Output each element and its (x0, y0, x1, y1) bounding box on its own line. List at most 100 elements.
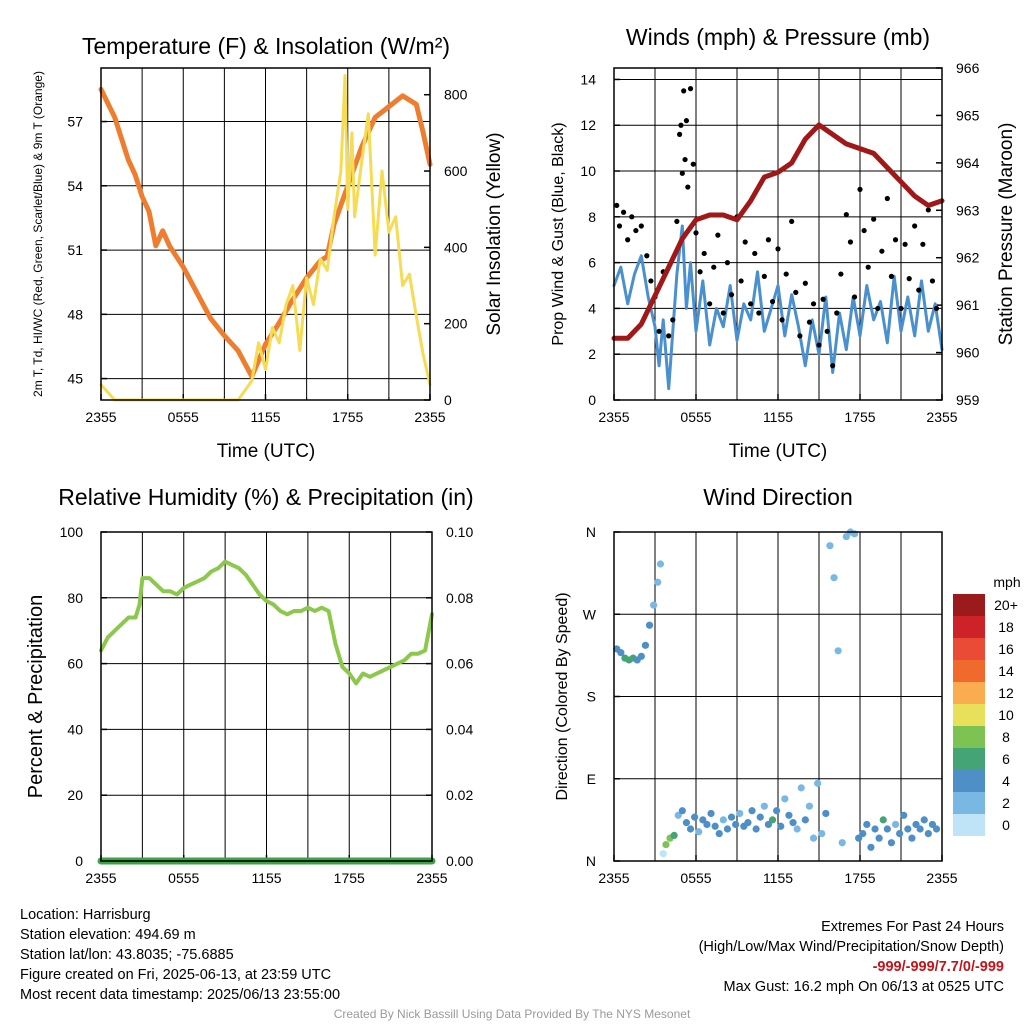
y-tick-label: 54 (67, 178, 83, 194)
chart-title: Winds (mph) & Pressure (mb) (626, 24, 930, 50)
y-axis-label: Prop Wind & Gust (Blue, Black) (550, 122, 567, 345)
y-axis-label: Direction (Colored By Speed) (554, 592, 571, 800)
y-tick-label: 0 (588, 392, 596, 408)
y-tick-label: 0 (75, 853, 83, 869)
gust-point (920, 241, 926, 247)
direction-point (756, 813, 764, 821)
gust-point (838, 271, 844, 277)
y-tick-label: N (586, 524, 596, 540)
direction-point (727, 813, 736, 821)
gust-point (875, 305, 881, 312)
direction-point (748, 807, 756, 815)
gust-point (683, 118, 690, 124)
x-tick-label: 2355 (414, 409, 445, 425)
direction-point (830, 574, 838, 582)
direction-point (789, 819, 797, 827)
9m-t-orange-line (98, 86, 433, 379)
direction-point (641, 641, 650, 649)
gust-point (616, 223, 623, 229)
y-right-tick-label: 960 (956, 345, 980, 361)
y-right-axis-label: Station Pressure (Maroon) (996, 123, 1017, 346)
x-tick-label: 2355 (598, 409, 629, 425)
y-axis-label: 2m T, Td, HI/WC (Red, Green, Scarlet/Blu… (31, 71, 45, 397)
gust-point (678, 122, 684, 128)
y-tick-label: 6 (588, 255, 596, 271)
y-right-tick-label: 800 (444, 87, 468, 103)
legend-swatch (953, 660, 985, 682)
gust-point (820, 296, 826, 302)
extremes-description: (High/Low/Max Wind/Precipitation/Snow De… (698, 939, 1004, 955)
y-tick-label: 2 (588, 346, 596, 362)
y-right-axis-label: Solar Insolation (Yellow) (484, 132, 505, 335)
y-tick-label: 60 (67, 656, 83, 672)
direction-point (678, 807, 686, 815)
x-tick-label: 2355 (926, 870, 957, 886)
gust-point (933, 305, 940, 312)
x-tick-label: 2355 (85, 409, 116, 425)
direction-point (715, 829, 723, 838)
direction-point (875, 834, 883, 842)
y-tick-label: 40 (67, 721, 83, 737)
direction-point (723, 825, 732, 833)
direction-point (887, 839, 896, 847)
direction-point (686, 825, 695, 833)
grid-lines (614, 532, 942, 861)
legend-label: 20+ (994, 597, 1018, 613)
direction-point (896, 829, 904, 838)
legend-label: 2 (1002, 795, 1010, 811)
gust-point (879, 248, 885, 254)
plot-frame (100, 67, 431, 401)
gust-point (644, 253, 650, 259)
direction-point (867, 843, 875, 851)
gust-point (707, 301, 713, 307)
y-right-tick-label: 0.10 (446, 524, 473, 540)
direction-point (900, 811, 908, 819)
location-text: Location: Harrisburg (20, 907, 151, 923)
legend-label: 8 (1002, 729, 1010, 745)
direction-point (711, 822, 719, 830)
x-tick-label: 1155 (251, 870, 281, 886)
credit-text: Created By Nick Bassill Using Data Provi… (333, 1007, 691, 1021)
gust-point (633, 227, 639, 234)
gust-point (802, 280, 808, 286)
gust-point (793, 289, 799, 295)
gust-point (701, 250, 707, 257)
gust-point (929, 278, 936, 284)
direction-point (719, 816, 727, 824)
y-right-tick-label: 0 (444, 392, 452, 408)
direction-point (777, 822, 785, 830)
x-tick-label: 0555 (680, 409, 711, 425)
panel-2: Winds (mph) & Pressure (mb) 2355 0555 1155 1… (550, 24, 1017, 462)
y-right-tick-label: 964 (956, 155, 980, 171)
direction-point (871, 825, 879, 833)
gust-point (629, 214, 635, 220)
direction-point (834, 647, 842, 655)
gust-point (857, 186, 863, 192)
direction-point (773, 807, 781, 815)
legend-swatch (953, 616, 985, 638)
gust-point (912, 223, 918, 229)
gust-point (765, 237, 772, 243)
extremes-info: Extremes For Past 24 Hours (High/Low/Max… (699, 917, 1004, 997)
legend-label: 12 (998, 685, 1014, 701)
direction-point (814, 779, 822, 787)
prop-wind-blue-line (612, 224, 944, 391)
gust-point (724, 260, 731, 266)
gust-point (738, 278, 744, 284)
direction-point (883, 825, 891, 833)
direction-point (908, 834, 916, 842)
legend-swatch (953, 726, 985, 748)
x-axis-label: Time (UTC) (217, 441, 316, 462)
gust-point (824, 328, 830, 334)
chart-title: Relative Humidity (%) & Precipitation (i… (58, 484, 473, 510)
legend-swatch (953, 748, 985, 770)
y-right-tick-label: 966 (956, 60, 980, 76)
x-tick-label: 2355 (416, 870, 447, 886)
station-pressure-maroon-line (611, 122, 945, 341)
gust-point (614, 202, 620, 208)
x-axis-label: Time (UTC) (729, 441, 828, 462)
gust-point (775, 246, 781, 252)
direction-point (645, 621, 654, 629)
direction-point (732, 820, 740, 829)
